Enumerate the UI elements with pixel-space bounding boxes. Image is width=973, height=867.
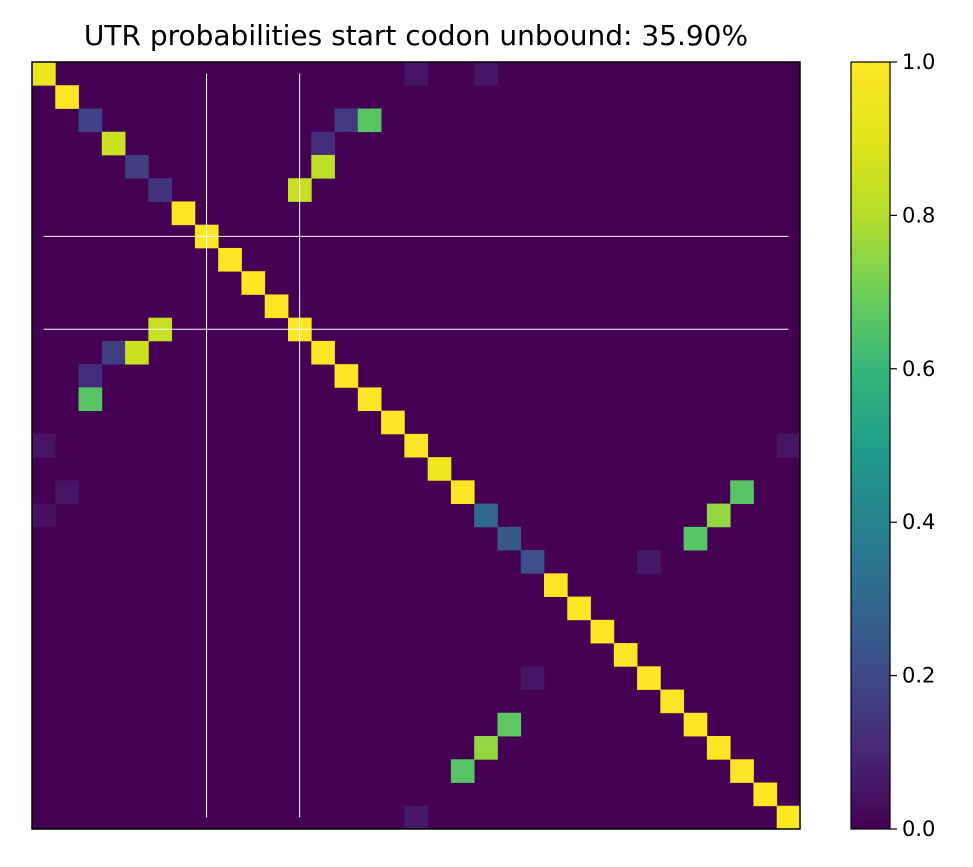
heatmap-cell [404, 62, 429, 86]
colorbar [850, 61, 891, 830]
heatmap-cell [55, 480, 79, 504]
heatmap-cell [497, 712, 522, 737]
heatmap-cell [78, 387, 103, 412]
heatmap-cell [590, 619, 615, 644]
heatmap-cell [474, 62, 498, 86]
heatmap-cell [613, 643, 638, 667]
colorbar-tick-label: 0.0 [902, 817, 935, 841]
marker-lines [43, 73, 789, 818]
colorbar-tick-label: 0.8 [902, 203, 935, 227]
heatmap-cells [32, 62, 801, 830]
heatmap-cell [637, 666, 661, 690]
heatmap-cell [311, 131, 335, 156]
heatmap-cell [567, 596, 591, 621]
heatmap-cell [683, 712, 708, 737]
heatmap-cell [171, 201, 196, 226]
heatmap-cell [637, 550, 661, 574]
heatmap-cell [311, 154, 335, 179]
colorbar-tick-label: 0.2 [902, 664, 935, 688]
heatmap-cell [520, 550, 545, 574]
heatmap-cell [776, 433, 801, 458]
colorbar-tick-label: 0.6 [902, 357, 935, 381]
chart-title: UTR probabilities start codon unbound: 3… [84, 19, 748, 52]
heatmap-cell [474, 503, 498, 528]
heatmap-cell [450, 480, 475, 504]
heatmap-cell [32, 503, 56, 528]
heatmap-cell [474, 736, 498, 760]
heatmap-cell [776, 805, 801, 830]
heatmap-cell [334, 364, 359, 388]
heatmap-cell [497, 526, 522, 551]
heatmap-cell [125, 340, 149, 365]
heatmap-cell [218, 247, 242, 272]
heatmap-cell [78, 364, 103, 388]
heatmap-cell [381, 410, 405, 435]
heatmap-cell [660, 689, 685, 714]
heatmap-cell [264, 294, 289, 319]
heatmap-cell [334, 108, 359, 133]
heatmap-cell [706, 736, 731, 760]
heatmap-cell [311, 340, 335, 365]
heatmap-cell [32, 62, 56, 86]
heatmap-cell [241, 271, 266, 295]
heatmap-cell [450, 759, 475, 783]
heatmap-cell [78, 108, 103, 133]
colorbar-ticks: 0.0 0.2 0.4 0.6 0.8 1.0 [890, 50, 935, 841]
colorbar-tick-label: 0.4 [902, 510, 935, 534]
heatmap-cell [544, 573, 568, 597]
heatmap-cell [753, 782, 778, 807]
heatmap-cell [683, 526, 708, 551]
heatmap-cell [730, 480, 754, 504]
heatmap-cell [427, 457, 452, 481]
heatmap-cell [32, 433, 56, 458]
colorbar-tick-label: 1.0 [902, 50, 935, 74]
heatmap-cell [520, 666, 545, 690]
heatmap-cell [101, 131, 126, 156]
heatmap-cell [730, 759, 754, 783]
heatmap-cell [125, 154, 149, 179]
heatmap-cell [55, 85, 79, 109]
heatmap-cell [148, 178, 173, 202]
plot-frame [31, 61, 801, 830]
heatmap-cell [101, 340, 126, 365]
heatmap-cell [357, 108, 382, 133]
heatmap-cell [706, 503, 731, 528]
heatmap-cell [404, 805, 429, 830]
heatmap-cell [404, 433, 429, 458]
heatmap-cell [357, 387, 382, 412]
